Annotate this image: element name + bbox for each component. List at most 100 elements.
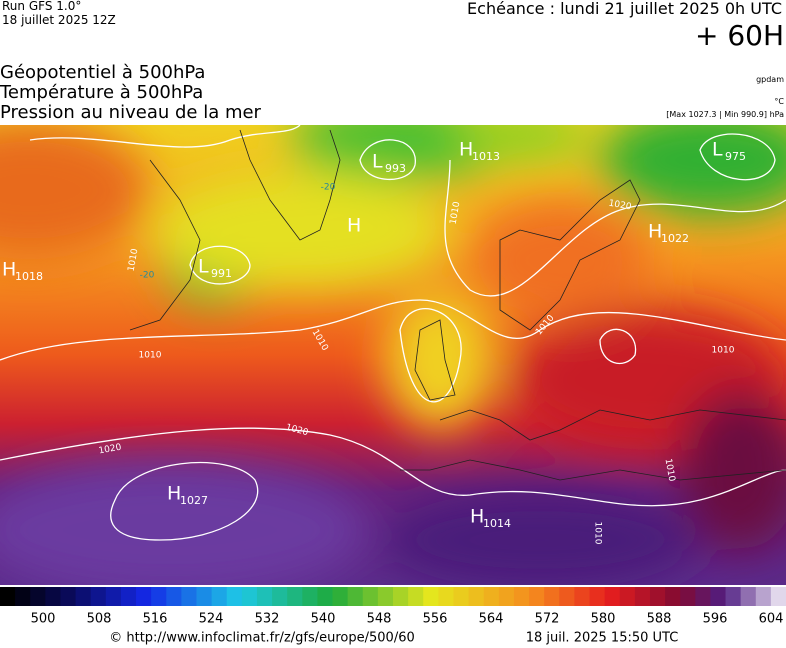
- system-letter: H: [347, 215, 361, 237]
- colorbar-tick-label: 556: [423, 612, 448, 627]
- colorbar-cell: [634, 587, 651, 606]
- colorbar-cell: [287, 587, 303, 606]
- system-pressure: 1022: [661, 232, 689, 245]
- colorbar-cell: [60, 587, 77, 606]
- system-pressure: 1018: [15, 270, 43, 283]
- colorbar-cell: [423, 587, 439, 606]
- title-line: Pression au niveau de la mer: [0, 102, 261, 123]
- colorbar-cell: [181, 587, 197, 606]
- colorbar-cell: [619, 587, 636, 606]
- colorbar-cell: [755, 587, 772, 606]
- colorbar-cell: [665, 587, 681, 606]
- colorbar-cell: [680, 587, 696, 606]
- colorbar-tick-label: 516: [143, 612, 168, 627]
- colorbar-cell: [256, 587, 273, 606]
- colorbar-tick-label: 524: [199, 612, 224, 627]
- colorbar-cell: [211, 587, 228, 606]
- colorbar-tick-label: 548: [367, 612, 392, 627]
- colorbar-cell: [75, 587, 92, 606]
- colorbar-cell: [196, 587, 213, 606]
- contour-label: -20: [140, 271, 155, 281]
- colorbar-cell: [393, 587, 409, 606]
- coastlines: [129, 129, 786, 481]
- colorbar-cell: [544, 587, 560, 606]
- unit: °C: [774, 97, 784, 106]
- lead-time: + 60H: [694, 19, 784, 52]
- colorbar-cell: [740, 587, 757, 606]
- system-pressure: 975: [725, 150, 746, 163]
- system-pressure: 991: [211, 267, 232, 280]
- colorbar-tick-label: 540: [311, 612, 336, 627]
- system-letter: L: [198, 256, 209, 278]
- contour-label: 1020: [608, 199, 633, 213]
- title-line: Géopotentiel à 500hPa: [0, 62, 206, 83]
- colorbar-cell: [317, 587, 334, 606]
- colorbar-cell: [770, 587, 786, 606]
- system-letter: H: [459, 139, 473, 161]
- colorbar-cell: [604, 587, 621, 606]
- title-line: Température à 500hPa: [0, 82, 204, 103]
- colorbar-cell: [90, 587, 107, 606]
- colorbar-cell: [589, 587, 606, 606]
- colorbar-tick-label: 532: [255, 612, 280, 627]
- contour-label: 1010: [712, 346, 735, 356]
- colorbar-cell: [649, 587, 666, 606]
- colorbar-cell: [166, 587, 182, 606]
- colorbar-cell: [347, 587, 364, 606]
- colorbar-cell: [45, 587, 61, 606]
- contour-label: 1010: [449, 201, 463, 226]
- colorbar-cell: [513, 587, 530, 606]
- colorbar-tick-label: 572: [535, 612, 560, 627]
- system-letter: H: [648, 221, 662, 243]
- colorbar-tick-label: 596: [703, 612, 728, 627]
- colorbar-cell: [226, 587, 243, 606]
- colorbar-cell: [483, 587, 500, 606]
- colorbar-cell: [332, 587, 349, 606]
- colorbar-cell: [241, 587, 258, 606]
- extremes: [Max 1027.3 | Min 990.9] hPa: [666, 110, 784, 119]
- footer-timestamp: 18 juil. 2025 15:50 UTC: [526, 631, 679, 646]
- contour-label: 1010: [127, 248, 141, 273]
- colorbar-cell: [725, 587, 742, 606]
- colorbar-cell: [408, 587, 424, 606]
- system-letter: H: [2, 259, 16, 281]
- system-pressure: 1013: [472, 150, 500, 163]
- colorbar-cell: [30, 587, 46, 606]
- colorbar-tick-label: 604: [759, 612, 784, 627]
- colorbar-cell: [574, 587, 590, 606]
- colorbar-cell: [710, 587, 727, 606]
- colorbar-cell: [468, 587, 485, 606]
- run: Run GFS 1.0°: [2, 0, 82, 13]
- unit: gpdam: [756, 75, 784, 84]
- colorbar-cell: [272, 587, 288, 606]
- colorbar-cell: [695, 587, 711, 606]
- system-pressure: 993: [385, 162, 406, 175]
- echeance: Echéance : lundi 21 juillet 2025 0h UTC: [467, 0, 782, 18]
- contour-label: -20: [321, 183, 336, 193]
- colorbar-cell: [105, 587, 122, 606]
- colorbar-cell: [377, 587, 394, 606]
- system-letter: H: [470, 506, 484, 528]
- colorbar-cell: [15, 587, 31, 606]
- run-date: 18 juillet 2025 12Z: [2, 13, 116, 27]
- colorbar-tick-label: 500: [31, 612, 56, 627]
- colorbar-cell: [362, 587, 379, 606]
- colorbar-cell: [498, 587, 515, 606]
- contour-label: 1010: [663, 458, 677, 483]
- colorbar-cell: [438, 587, 454, 606]
- colorbar-cell: [302, 587, 318, 606]
- colorbar-tick-label: 588: [647, 612, 672, 627]
- colorbar-cell: [0, 587, 16, 606]
- colorbar-cell: [136, 587, 152, 606]
- colorbar-cell: [120, 587, 137, 606]
- system-pressure: 1027: [180, 494, 208, 507]
- system-letter: L: [712, 139, 723, 161]
- system-pressure: 1014: [483, 517, 511, 530]
- system-letter: L: [372, 151, 383, 173]
- contour-label: 1010: [593, 522, 603, 545]
- footer-url: © http://www.infoclimat.fr/z/gfs/europe/…: [109, 631, 415, 646]
- colorbar-tick-label: 580: [591, 612, 616, 627]
- contour-label: 1010: [139, 351, 162, 361]
- colorbar-cell: [559, 587, 575, 606]
